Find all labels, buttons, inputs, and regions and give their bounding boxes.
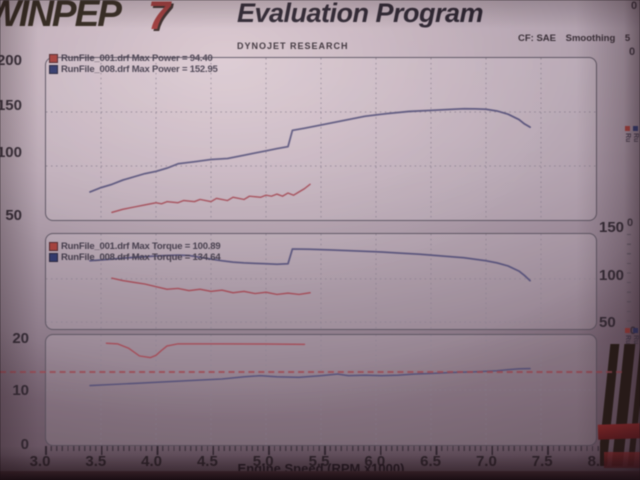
torque-ytick-100: 100: [599, 267, 625, 284]
afr-chart-panel: [45, 334, 597, 446]
legend-entry: RunFile_008.drf Max Torque = 134.64: [49, 252, 221, 263]
legend-marker-icon: [49, 65, 58, 74]
side-axis-zero-4: 0: [631, 0, 638, 12]
afr-ytick-0: 0: [20, 436, 29, 453]
torque-ytick-50: 50: [599, 314, 616, 331]
legend-marker-icon: [633, 328, 639, 333]
winpep-logo-seven: 7: [148, 0, 171, 38]
power-chart-panel: [45, 57, 597, 221]
legend-label: RunFile_008.drf Max Torque = 134.64: [61, 252, 221, 263]
rotated-run-label: Ru: [624, 133, 632, 143]
x-axis-tick-label: 5.5: [309, 453, 330, 470]
power-ytick-150: 150: [0, 97, 22, 114]
x-axis-tick-label: 4.5: [197, 453, 218, 470]
torque-chart-panel: [45, 233, 597, 330]
afr-chart-plot: [46, 335, 596, 445]
afr-ytick-20: 20: [12, 330, 29, 347]
legend-entry: RunFile_008.drf Max Power = 152.95: [49, 64, 218, 75]
underlying-page-logo: [600, 344, 640, 466]
dynojet-research-label: DYNOJET RESEARCH: [237, 41, 349, 51]
rotated-run-label: Ru: [632, 335, 640, 345]
legend-marker-icon: [49, 242, 58, 251]
correction-smoothing-line: CF: SAE Smoothing 5: [518, 33, 637, 44]
x-axis-minor-ticks: [45, 446, 599, 455]
underlying-page-red-logo-fragment: [597, 423, 640, 440]
legend-marker-icon: [49, 54, 58, 63]
x-axis-tick-label: 7.0: [476, 453, 497, 470]
power-chart-legend: RunFile_001.drf Max Power = 94.40 RunFile…: [49, 53, 218, 75]
underlying-page-axis-ticks: [627, 234, 631, 330]
power-ytick-200: 200: [0, 52, 22, 69]
photo-bottom-dark-band: [0, 471, 640, 480]
power-chart-plot: [46, 58, 596, 220]
legend-label: RunFile_008.drf Max Power = 152.95: [61, 64, 218, 75]
smoothing-value: 5: [625, 33, 630, 44]
afr-ytick-10: 10: [12, 382, 29, 399]
x-axis-tick-label: 7.5: [532, 453, 553, 470]
power-ytick-100: 100: [0, 144, 22, 161]
x-axis-tick-label: 5.0: [253, 453, 274, 470]
x-axis-tick-label: 3.0: [30, 453, 51, 470]
rotated-run-label: Ru: [632, 133, 640, 143]
legend-label: RunFile_001.drf Max Torque = 100.89: [61, 241, 221, 252]
legend-entry: RunFile_001.drf Max Power = 94.40: [49, 53, 218, 64]
rotated-run-legend-2: Ru Ru: [624, 328, 640, 344]
side-axis-zero-2: 0: [627, 217, 634, 229]
legend-marker-icon: [633, 126, 639, 131]
afr-reference-dashed-line: [0, 371, 622, 373]
side-axis-zero-1: 0: [629, 46, 636, 58]
legend-entry: RunFile_001.drf Max Torque = 100.89: [49, 241, 221, 252]
legend-marker-icon: [625, 126, 631, 131]
x-axis-tick-label: 6.0: [364, 453, 385, 470]
side-axis-zero-3: 0: [630, 325, 636, 337]
x-axis-tick-label: 4.0: [141, 453, 162, 470]
page-title: Evaluation Program: [237, 0, 484, 28]
x-axis-tick-label: 6.5: [420, 453, 441, 470]
smoothing-label: Smoothing: [565, 33, 616, 44]
underlying-page-red-logo-fragment: [604, 452, 640, 468]
torque-ytick-150: 150: [599, 219, 625, 236]
rotated-run-label: Ru: [624, 335, 632, 345]
legend-marker-icon: [49, 253, 58, 262]
winpep-logo: WINPEP: [0, 0, 122, 34]
cf-label: CF: SAE: [518, 33, 556, 44]
torque-chart-plot: [46, 234, 596, 329]
power-ytick-50: 50: [5, 207, 22, 224]
legend-label: RunFile_001.drf Max Power = 94.40: [61, 53, 213, 64]
rotated-run-legend-1: Ru Ru: [624, 126, 640, 142]
x-axis-tick-label: 3.5: [85, 453, 106, 470]
bottom-shadow: [0, 455, 640, 472]
torque-chart-legend: RunFile_001.drf Max Torque = 100.89 RunFi…: [49, 241, 221, 263]
